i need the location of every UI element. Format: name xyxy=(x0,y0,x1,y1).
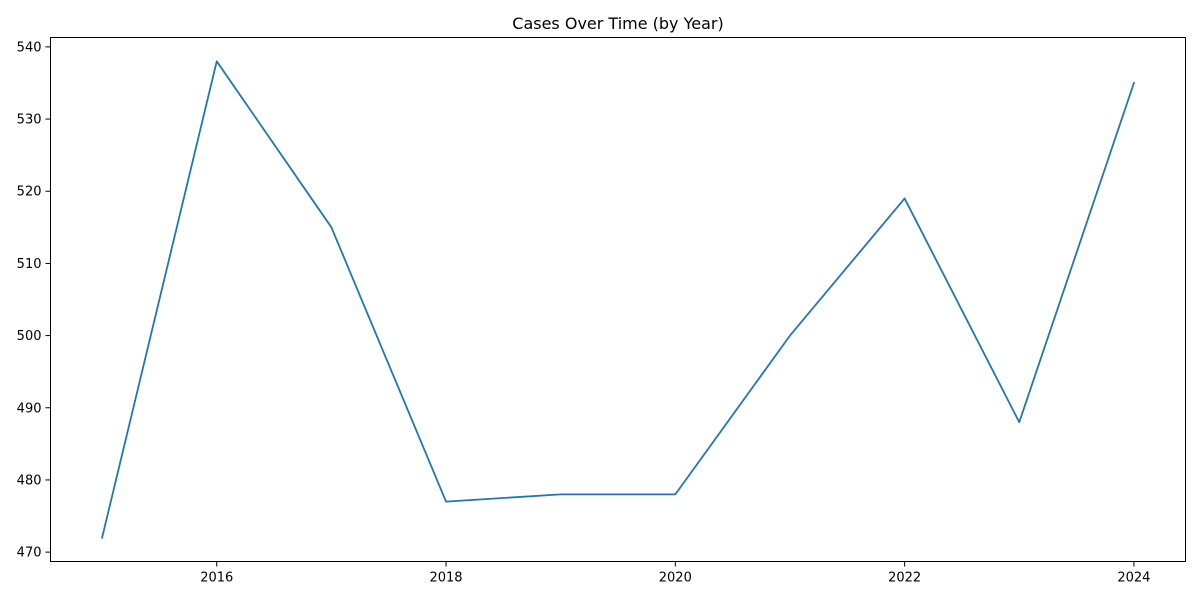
x-axis: 2016 2018 2020 2022 2024 xyxy=(200,561,1150,586)
x-tick-label: 2020 xyxy=(659,571,692,586)
y-tick-label: 530 xyxy=(17,113,42,128)
y-tick-label: 520 xyxy=(17,185,42,200)
y-tick-label: 490 xyxy=(17,401,42,416)
x-tick-label: 2016 xyxy=(200,571,233,586)
chart-title: Cases Over Time (by Year) xyxy=(512,14,723,33)
series-layer xyxy=(101,60,1136,539)
y-tick-label: 500 xyxy=(17,329,42,344)
y-tick-label: 480 xyxy=(17,473,42,488)
series-line xyxy=(101,60,1136,539)
y-tick-label: 470 xyxy=(17,546,42,561)
x-tick-label: 2024 xyxy=(1117,571,1150,586)
y-tick-label: 510 xyxy=(17,257,42,272)
plot-area-frame xyxy=(50,37,1186,562)
x-tick-label: 2022 xyxy=(888,571,921,586)
y-axis: 470 480 490 500 510 520 530 540 xyxy=(17,40,51,561)
x-tick-label: 2018 xyxy=(429,571,462,586)
y-tick-label: 540 xyxy=(17,40,42,55)
